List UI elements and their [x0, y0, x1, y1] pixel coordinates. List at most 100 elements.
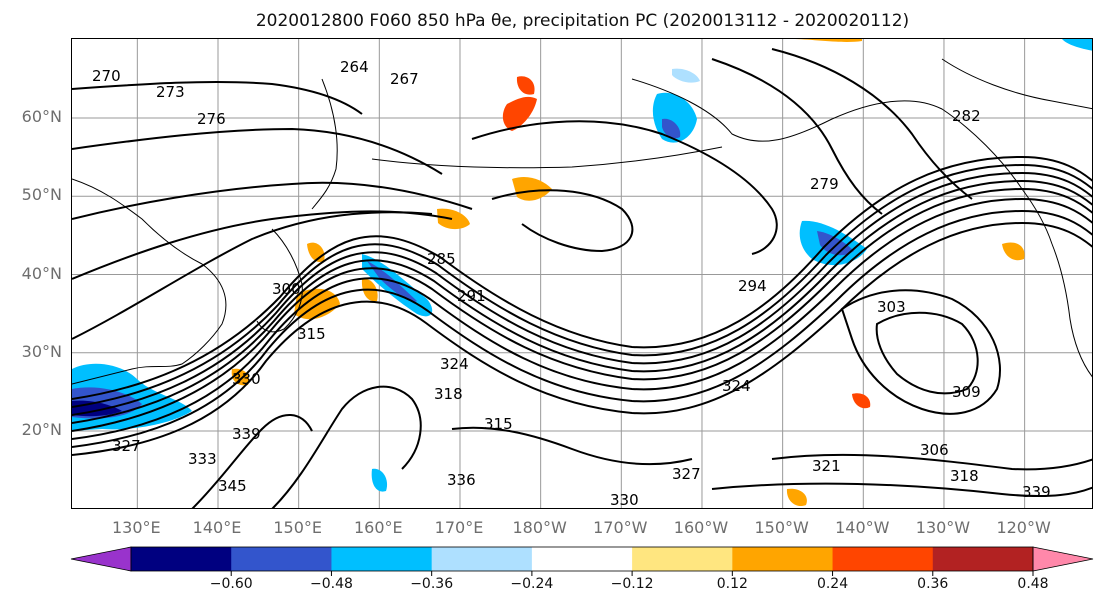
map-canvas: 270 264 267 273 276 279 282 285 291 294 … — [72, 39, 1092, 509]
colorbar-tick-label: 0.60 — [1098, 576, 1105, 592]
contour-line — [191, 414, 313, 508]
contour-label: 345 — [218, 477, 247, 495]
contour-label: 276 — [197, 110, 226, 128]
coastline-kamchatka — [311, 78, 338, 210]
contour-line — [771, 48, 973, 200]
theta-e-contours — [72, 48, 1092, 508]
colorbar-tick-label: −0.36 — [410, 576, 454, 592]
precip-patch — [512, 177, 552, 201]
precip-patch — [817, 231, 854, 256]
contour-label: 273 — [156, 83, 185, 101]
precip-patch — [672, 68, 700, 83]
colorbar-tick-label: 0.12 — [716, 576, 748, 592]
longitude-label: 150°E — [273, 518, 322, 537]
contour-label: 306 — [920, 441, 949, 459]
contour-line — [72, 197, 1092, 440]
contour-label: 264 — [340, 58, 369, 76]
contour-label: 339 — [1022, 483, 1051, 501]
contour-line — [840, 289, 1001, 415]
contour-line — [72, 181, 473, 220]
contour-label: 300 — [272, 280, 301, 298]
contour-line — [72, 171, 1092, 416]
precip-patch — [662, 118, 681, 139]
coastline-north-america — [1051, 243, 1092, 378]
coastline-canada — [941, 58, 1092, 110]
colorbar-tick-label: −0.24 — [510, 576, 554, 592]
contour-line — [72, 127, 443, 175]
precip-patch — [786, 488, 807, 507]
colorbar-segment — [732, 547, 834, 571]
contour-label: 324 — [440, 355, 469, 373]
colorbar-segment — [632, 547, 733, 571]
longitude-label: 150°W — [754, 518, 809, 537]
contour-label: 279 — [810, 175, 839, 193]
latitude-label: 60°N — [21, 107, 62, 127]
contour-line — [72, 221, 1092, 456]
contour-label: 282 — [952, 107, 981, 125]
contour-line — [72, 80, 363, 115]
contour-line — [711, 482, 1092, 498]
contour-label: 285 — [427, 250, 456, 268]
longitude-label: 170°W — [593, 518, 648, 537]
contour-line — [72, 187, 1092, 432]
contour-line — [72, 211, 433, 340]
coastline-japan — [256, 228, 303, 333]
contour-label: 336 — [447, 471, 476, 489]
title-area: 2020012800 F060 850 hPa θe, precipitatio… — [0, 0, 1105, 40]
colorbar-segment — [431, 547, 533, 571]
colorbar-segment — [832, 547, 934, 571]
longitude-label: 140°E — [192, 518, 242, 537]
contour-line — [72, 155, 1092, 400]
contour-label: 330 — [232, 370, 261, 388]
map-panel: 270 264 267 273 276 279 282 285 291 294 … — [71, 38, 1093, 509]
longitude-label: 140°W — [835, 518, 890, 537]
contour-label: 318 — [434, 385, 463, 403]
contour-label: 294 — [738, 277, 767, 295]
longitude-label: 120°W — [996, 518, 1051, 537]
contour-label: 327 — [672, 465, 701, 483]
contour-line — [771, 453, 1092, 471]
contour-labels: 270 264 267 273 276 279 282 285 291 294 … — [92, 58, 1051, 509]
contour-label: 267 — [390, 70, 419, 88]
map-title: 2020012800 F060 850 hPa θe, precipitatio… — [255, 11, 910, 31]
colorbar-tick-label: 0.36 — [917, 576, 949, 592]
precip-patch — [231, 368, 250, 386]
contour-label: 309 — [952, 383, 981, 401]
colorbar-outline — [130, 546, 1034, 572]
contour-line — [471, 120, 778, 255]
coastline-asia — [72, 178, 227, 385]
colorbar-segment — [932, 547, 1034, 571]
longitude-label: 160°E — [353, 518, 403, 537]
contour-line — [72, 209, 1092, 448]
contour-label: 291 — [457, 287, 486, 305]
contour-label: 327 — [112, 437, 141, 455]
colorbar-tick-label: −0.60 — [209, 576, 253, 592]
contour-line — [451, 426, 693, 466]
contour-label: 330 — [610, 491, 639, 509]
precip-patch — [852, 393, 871, 409]
colorbar-extend-high — [1032, 546, 1094, 572]
contour-label: 315 — [297, 325, 326, 343]
colorbar — [70, 546, 1094, 576]
contour-label: 318 — [950, 467, 979, 485]
latitude-label: 40°N — [21, 263, 62, 283]
colorbar-segment — [131, 547, 232, 571]
contour-line — [711, 58, 883, 215]
colorbar-segment — [531, 547, 633, 571]
precip-patch — [1002, 242, 1025, 261]
precip-patch — [1062, 39, 1092, 51]
colorbar-segment — [331, 547, 433, 571]
contour-line — [491, 189, 634, 253]
contour-label: 321 — [812, 457, 841, 475]
longitude-label: 130°E — [112, 518, 161, 537]
contour-label: 324 — [722, 377, 751, 395]
graticule — [72, 39, 1092, 508]
latitude-label: 30°N — [21, 341, 62, 361]
coastline-alaska — [631, 78, 1053, 245]
contour-line — [271, 385, 422, 508]
precip-patch — [371, 468, 388, 492]
precip-patch — [792, 39, 862, 42]
colorbar-tick-label: −0.12 — [610, 576, 654, 592]
contour-label: 270 — [92, 67, 121, 85]
contour-label: 339 — [232, 425, 261, 443]
